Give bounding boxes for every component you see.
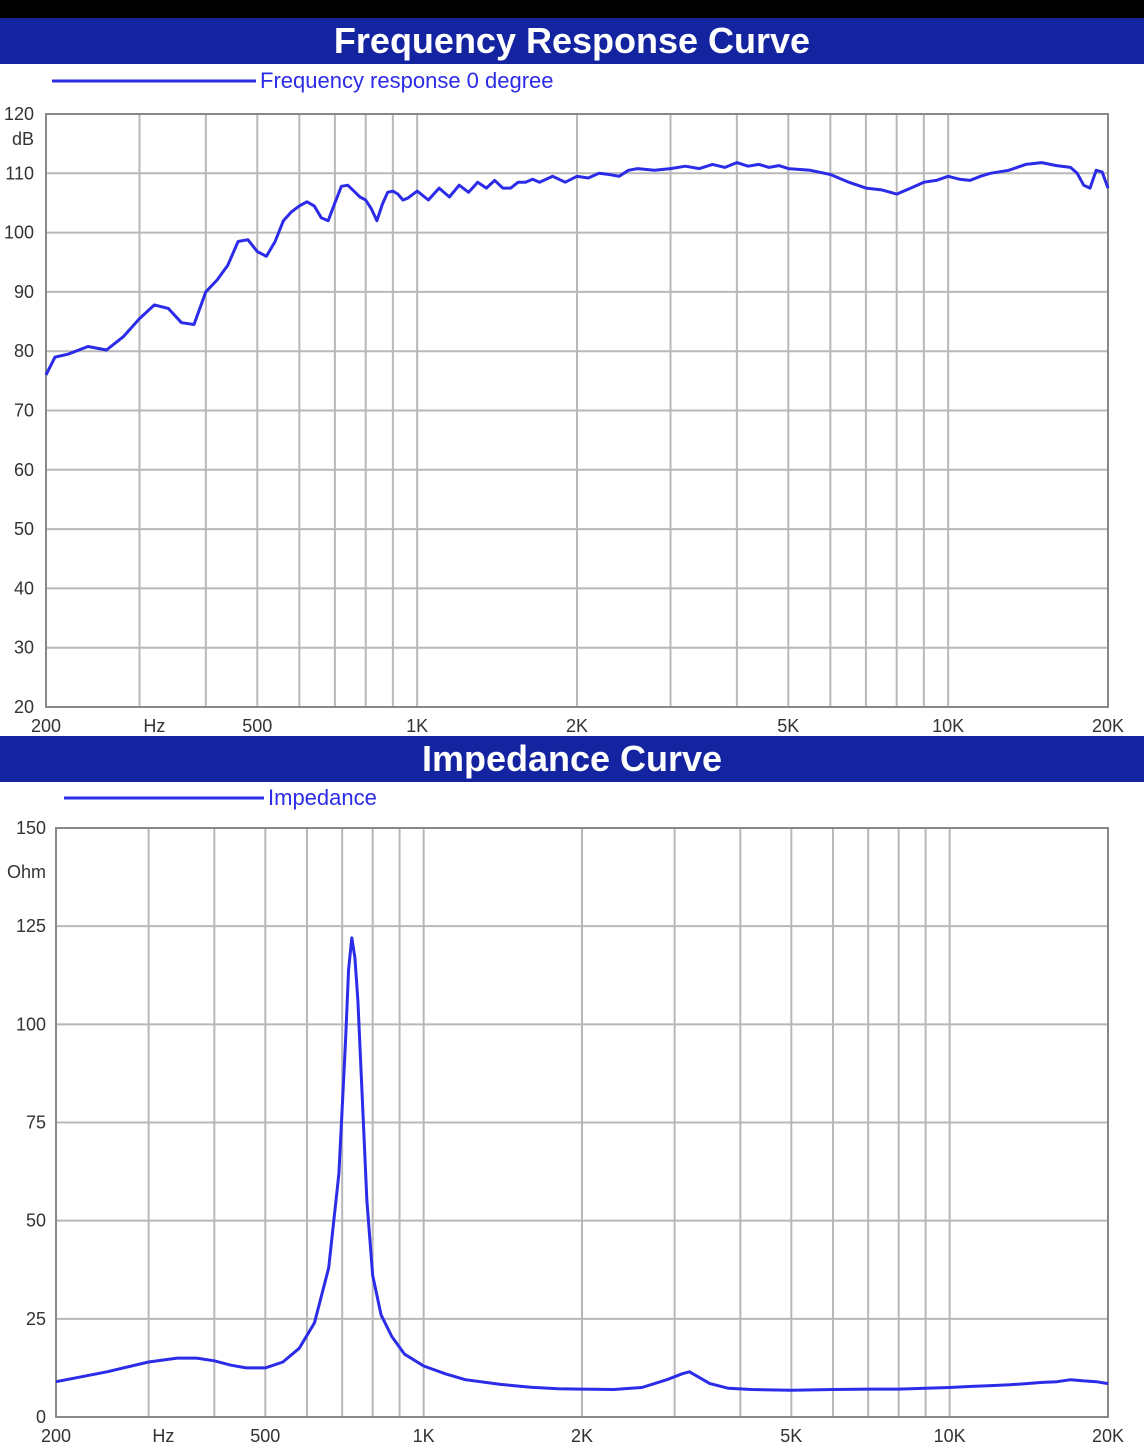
legend: Frequency response 0 degree [52, 68, 554, 93]
y-tick-label: 50 [14, 519, 34, 539]
x-tick-label: 20K [1092, 1426, 1124, 1445]
plot-frame [55, 827, 1109, 1418]
y-tick-label: 40 [14, 578, 34, 598]
x-tick-label: 2K [571, 1426, 593, 1445]
series-line [55, 936, 1109, 1392]
y-tick-label: 80 [14, 341, 34, 361]
x-tick-label: Hz [152, 1426, 174, 1445]
x-tick-label: 500 [250, 1426, 280, 1445]
y-tick-label: 150 [16, 818, 46, 838]
series-line [44, 161, 1110, 376]
x-tick-label: 2K [566, 716, 588, 736]
y-unit-label: Ohm [7, 862, 46, 882]
y-tick-label: 125 [16, 916, 46, 936]
x-tick-label: 5K [777, 716, 799, 736]
x-tick-labels: 200 Hz 500 1K 2K 5K 10K 20K [41, 1426, 1124, 1445]
x-tick-label: 1K [406, 716, 428, 736]
x-tick-label: Hz [143, 716, 165, 736]
legend: Impedance [64, 785, 377, 810]
frequency-response-title: Frequency Response Curve [0, 18, 1144, 64]
x-tick-label: 200 [31, 716, 61, 736]
impedance-title: Impedance Curve [0, 736, 1144, 782]
y-tick-label: 70 [14, 401, 34, 421]
y-tick-label: 0 [36, 1407, 46, 1427]
y-tick-label: 50 [26, 1211, 46, 1231]
y-tick-label: 100 [4, 223, 34, 243]
x-tick-label: 20K [1092, 716, 1124, 736]
x-tick-label: 10K [934, 1426, 966, 1445]
x-tick-labels: 200 Hz 500 1K 2K 5K 10K 20K [31, 716, 1124, 736]
x-tick-label: 10K [932, 716, 964, 736]
y-tick-label: 30 [14, 638, 34, 658]
plot-frame [45, 113, 1109, 708]
x-tick-label: 500 [242, 716, 272, 736]
x-tick-label: 200 [41, 1426, 71, 1445]
frequency-response-chart: 120 110 100 90 80 70 60 50 40 30 20 dB 200 Hz 500 1K 2K 5… [4, 68, 1124, 736]
legend-label: Impedance [268, 785, 377, 810]
y-tick-label: 90 [14, 282, 34, 302]
y-unit-label: dB [12, 129, 34, 149]
y-tick-label: 120 [4, 104, 34, 124]
y-tick-labels: 150 125 100 75 50 25 0 [16, 818, 46, 1427]
impedance-chart: 150 125 100 75 50 25 0 Ohm 200 Hz 500 1K 2K 5K 10K 20K I… [7, 785, 1124, 1445]
y-tick-label: 100 [16, 1014, 46, 1034]
y-tick-label: 60 [14, 460, 34, 480]
top-bar [0, 0, 1144, 18]
legend-label: Frequency response 0 degree [260, 68, 554, 93]
x-tick-label: 5K [780, 1426, 802, 1445]
y-tick-label: 110 [5, 163, 34, 183]
y-tick-labels: 120 110 100 90 80 70 60 50 40 30 20 [4, 104, 34, 717]
y-tick-label: 25 [26, 1309, 46, 1329]
x-tick-label: 1K [413, 1426, 435, 1445]
y-tick-label: 20 [14, 697, 34, 717]
y-tick-label: 75 [26, 1113, 46, 1133]
